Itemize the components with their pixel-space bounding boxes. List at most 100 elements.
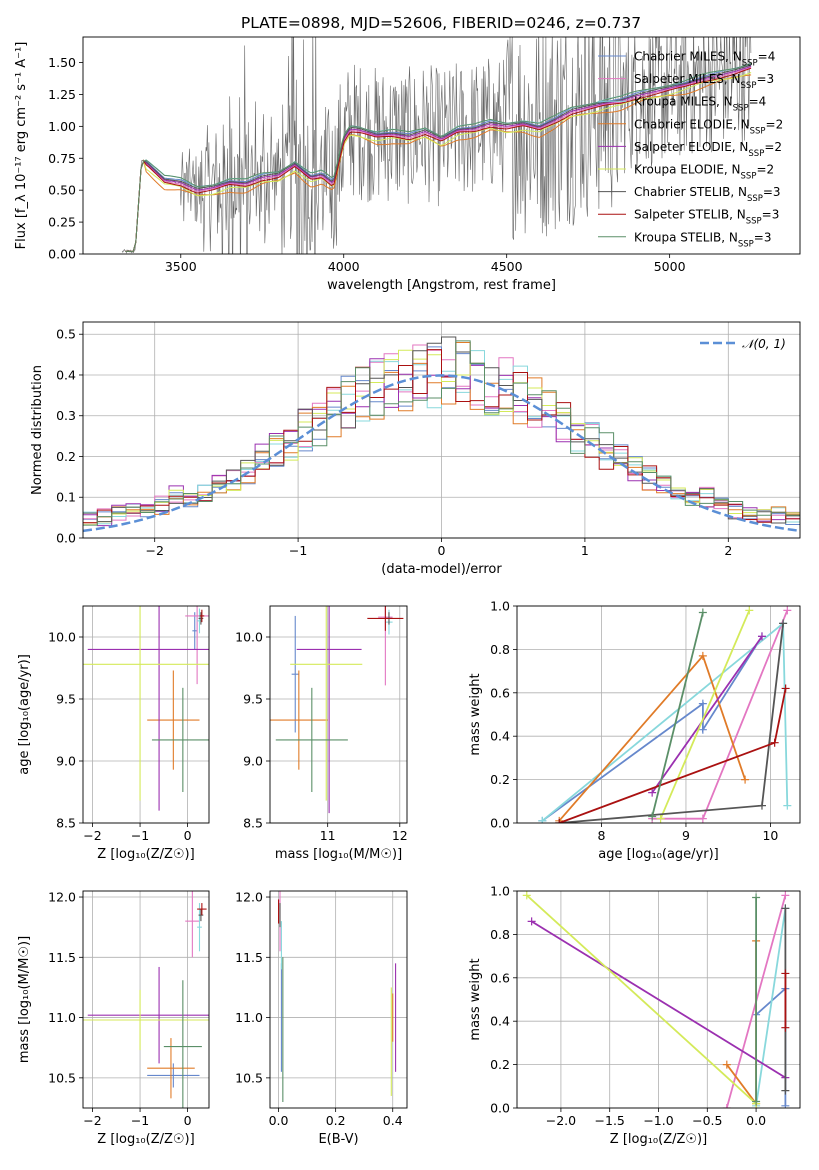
y-axis-label: Flux [f_λ 10⁻¹⁷ erg cm⁻² s⁻¹ A⁻¹] <box>14 42 29 250</box>
x-tick-label: −1 <box>131 828 149 843</box>
x-tick-label: 0.0 <box>746 1113 766 1128</box>
weight-marker <box>522 891 531 900</box>
plot-area-spectrum <box>121 37 752 254</box>
plot-area-mass_vs_Z <box>83 891 209 1108</box>
weight-line <box>755 908 787 1106</box>
weight-line <box>651 612 704 817</box>
errorbar-point <box>185 891 200 958</box>
x-axis-label: Z [log₁₀(Z/Z☉)] <box>97 1132 194 1147</box>
errorbar-point <box>199 609 205 623</box>
weight-marker <box>555 819 564 823</box>
weight-marker <box>757 801 766 810</box>
legend-label: Chabrier STELIB, NSSP=3 <box>634 185 781 204</box>
errorbar-point <box>87 966 209 1064</box>
x-tick-label: −2 <box>145 543 163 558</box>
y-tick-label: 0.4 <box>56 367 76 382</box>
errorbar-point <box>83 989 209 1051</box>
y-tick-label: 0.4 <box>490 1014 510 1029</box>
axes-age_vs_Z: −2 −1 0 8.5 9.0 9.5 10.0 Z [log₁₀(Z/Z☉)] age [lo… <box>17 605 210 862</box>
y-tick-label: 0.4 <box>490 729 510 744</box>
model-spectrum-line <box>125 62 752 252</box>
legend-label: Kroupa ELODIE, NSSP=2 <box>634 163 774 182</box>
y-tick-label: 0.3 <box>56 408 76 423</box>
weight-marker <box>757 632 766 641</box>
errorbar-point <box>185 606 209 685</box>
axes-frame <box>82 36 801 255</box>
plot-area-weight_vs_age <box>538 606 792 823</box>
x-tick-label: −2.0 <box>546 1113 576 1128</box>
axes-frame <box>516 605 801 824</box>
y-tick-label: 9.0 <box>56 754 76 769</box>
errorbar-point <box>290 606 363 801</box>
axes-mass_vs_ebv: 0.0 0.2 0.4 10.5 11.0 11.5 12.0 E(B-V) <box>235 890 408 1147</box>
y-tick-label: 12.0 <box>235 890 263 905</box>
errorbar-point <box>198 612 204 625</box>
x-tick-label: −2 <box>83 1113 101 1128</box>
y-tick-label: 10.0 <box>235 630 263 645</box>
legend-label: Salpeter ELODIE, NSSP=2 <box>634 140 782 159</box>
errorbar-point <box>367 606 404 631</box>
y-tick-label: 0.8 <box>490 927 510 942</box>
x-axis-label: wavelength [Angstrom, rest frame] <box>327 278 556 293</box>
weight-marker <box>698 608 707 617</box>
x-tick-label: 11 <box>320 828 336 843</box>
x-tick-label: 12 <box>392 828 408 843</box>
y-tick-label: 0.2 <box>490 1057 510 1072</box>
errorbar-point <box>197 903 207 916</box>
errorbar-point <box>197 903 202 952</box>
plot-area-age_vs_mass <box>270 606 404 814</box>
y-tick-label: 0.25 <box>48 215 76 230</box>
y-tick-label: 0.0 <box>490 816 510 831</box>
x-tick-label: 4000 <box>328 259 360 274</box>
errorbar-point <box>296 606 362 814</box>
weight-marker <box>722 1060 731 1069</box>
weight-marker <box>781 684 790 693</box>
y-tick-label: 0.00 <box>48 247 76 262</box>
weight-line <box>651 635 763 794</box>
x-tick-label: 0.0 <box>269 1113 289 1128</box>
axes-frame <box>516 890 801 1109</box>
errorbar-point <box>163 980 202 1108</box>
axes-spectrum: 3500 4000 4500 5000 0.00 0.25 0.50 0.75 1.00 1.25… <box>14 36 801 293</box>
x-axis-label: E(B-V) <box>318 1132 358 1147</box>
y-tick-label: 10.5 <box>235 1070 263 1085</box>
errorbar-point <box>151 687 209 792</box>
axes-frame <box>82 890 210 1109</box>
weight-line <box>541 635 763 822</box>
errorbar-point <box>147 1038 195 1099</box>
x-tick-label: −1.5 <box>595 1113 625 1128</box>
weight-marker <box>698 725 707 734</box>
legend-label: Salpeter STELIB, NSSP=3 <box>634 208 779 227</box>
weight-marker <box>648 812 657 821</box>
plot-area-weight_vs_Z <box>522 891 790 1108</box>
errorbar-point <box>275 687 348 792</box>
y-tick-label: 11.0 <box>48 1010 76 1025</box>
x-tick-label: 0.2 <box>326 1113 346 1128</box>
x-tick-label: −1 <box>289 543 307 558</box>
model-spectrum-line <box>125 67 752 252</box>
axes-age_vs_mass: 11 12 8.5 9.0 9.5 10.0 mass [log₁₀(M/M☉)] <box>235 605 408 862</box>
y-tick-label: 1.00 <box>48 119 76 134</box>
weight-marker <box>741 775 750 784</box>
y-tick-label: 0.50 <box>48 183 76 198</box>
y-axis-label: Normed distribution <box>30 365 45 495</box>
errorbar-point <box>270 670 328 770</box>
model-spectrum-line <box>125 72 752 252</box>
errorbar-point <box>147 670 200 770</box>
weight-line <box>531 920 786 1079</box>
y-tick-label: 8.5 <box>243 816 263 831</box>
y-tick-label: 0.75 <box>48 151 76 166</box>
weight-marker <box>698 651 707 660</box>
x-tick-label: 1 <box>581 543 589 558</box>
weight-marker <box>752 893 761 902</box>
y-tick-label: 0.0 <box>490 1101 510 1116</box>
weight-marker <box>648 788 657 797</box>
y-tick-label: 9.0 <box>243 754 263 769</box>
axes-frame <box>82 321 801 539</box>
weight-marker <box>781 1086 790 1095</box>
errorbar-point <box>192 612 198 650</box>
weight-marker <box>745 606 754 615</box>
observed-spectrum <box>121 37 752 254</box>
x-axis-label: (data-model)/error <box>381 562 502 577</box>
weight-marker <box>538 816 547 823</box>
